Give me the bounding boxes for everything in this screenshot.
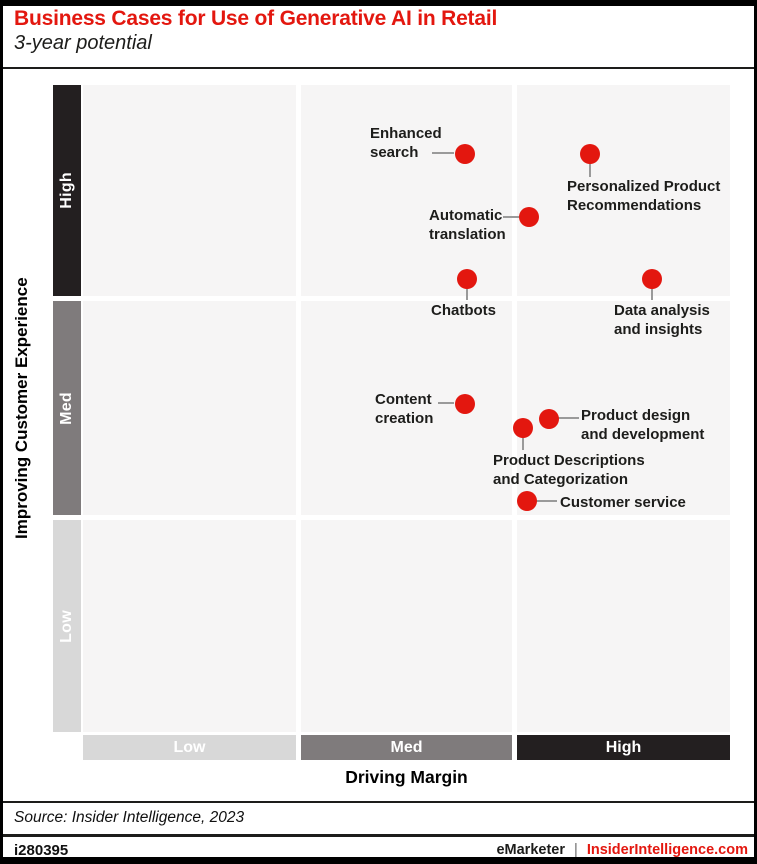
- data-point-product-design: [538, 409, 559, 430]
- data-point-product-descriptions: [512, 417, 533, 438]
- y-axis-title: Improving Customer Experience: [12, 277, 31, 540]
- point-label-product-descriptions: Product Descriptions and Categorization: [493, 452, 645, 488]
- leader-line-chatbots: [466, 288, 468, 300]
- y-band-med: Med: [53, 301, 81, 515]
- header-divider: [0, 67, 757, 69]
- x-axis-title: Driving Margin: [345, 767, 468, 787]
- data-point-customer-service: [517, 491, 538, 512]
- point-label-customer-service: Customer service: [560, 494, 686, 511]
- leader-line-automatic-translation: [503, 216, 519, 218]
- grid-cell-low-low: [83, 520, 296, 732]
- data-point-personalized-recommendations: [579, 144, 600, 164]
- y-band-high-label: High: [58, 172, 75, 209]
- frame-bottom: [0, 857, 757, 864]
- point-label-personalized-recommendations: Personalized Product Recommendations: [567, 178, 721, 214]
- data-point-data-analysis: [642, 269, 663, 290]
- y-band-low-label: Low: [58, 609, 75, 643]
- leader-line-data-analysis: [651, 288, 653, 300]
- data-point-enhanced-search: [454, 144, 475, 164]
- x-band-low: Low: [83, 735, 296, 760]
- page-title: Business Cases for Use of Generative AI …: [14, 7, 498, 30]
- grid-cell-med-low: [83, 301, 296, 515]
- point-label-content-creation: Content creation: [375, 391, 434, 427]
- brand-site-link[interactable]: InsiderIntelligence.com: [586, 842, 748, 858]
- source-divider-bottom: [0, 834, 757, 837]
- point-label-product-design: Product design and development: [581, 407, 705, 443]
- grid-cell-low-high: [517, 520, 730, 732]
- y-band-high: High: [53, 85, 81, 296]
- grid-cell-high-med: [301, 85, 512, 296]
- leader-line-product-descriptions: [522, 437, 524, 450]
- leader-line-customer-service: [536, 500, 557, 502]
- brand-row: eMarketer | InsiderIntelligence.com: [496, 842, 748, 858]
- page-subtitle: 3-year potential: [14, 32, 152, 54]
- x-band-med: Med: [301, 735, 512, 760]
- grid-cell-high-low: [83, 85, 296, 296]
- point-label-data-analysis: Data analysis and insights: [614, 302, 710, 338]
- grid-cell-med-med: [301, 301, 512, 515]
- frame-top: [0, 0, 757, 6]
- y-band-med-label: Med: [58, 391, 75, 425]
- data-point-automatic-translation: [519, 206, 540, 227]
- leader-line-product-design: [557, 417, 579, 419]
- grid-cell-low-med: [301, 520, 512, 732]
- leader-line-personalized-recommendations: [589, 163, 591, 177]
- data-point-chatbots: [456, 269, 477, 290]
- y-band-low: Low: [53, 520, 81, 732]
- x-band-high: High: [517, 735, 730, 760]
- brand-separator: |: [574, 842, 578, 858]
- brand-emarketer: eMarketer: [496, 842, 565, 858]
- point-label-chatbots: Chatbots: [431, 302, 496, 319]
- leader-line-content-creation: [438, 402, 454, 404]
- chart-id: i280395: [14, 842, 69, 859]
- point-label-automatic-translation: Automatic translation: [429, 207, 506, 243]
- leader-line-enhanced-search: [432, 152, 454, 154]
- grid-cell-high-high: [517, 85, 730, 296]
- frame-left: [0, 0, 3, 864]
- source-divider-top: [0, 801, 757, 803]
- source-text: Source: Insider Intelligence, 2023: [14, 809, 245, 826]
- grid-cell-med-high: [517, 301, 730, 515]
- frame-right: [754, 0, 757, 864]
- data-point-content-creation: [454, 394, 475, 415]
- point-label-enhanced-search: Enhanced search: [370, 125, 442, 161]
